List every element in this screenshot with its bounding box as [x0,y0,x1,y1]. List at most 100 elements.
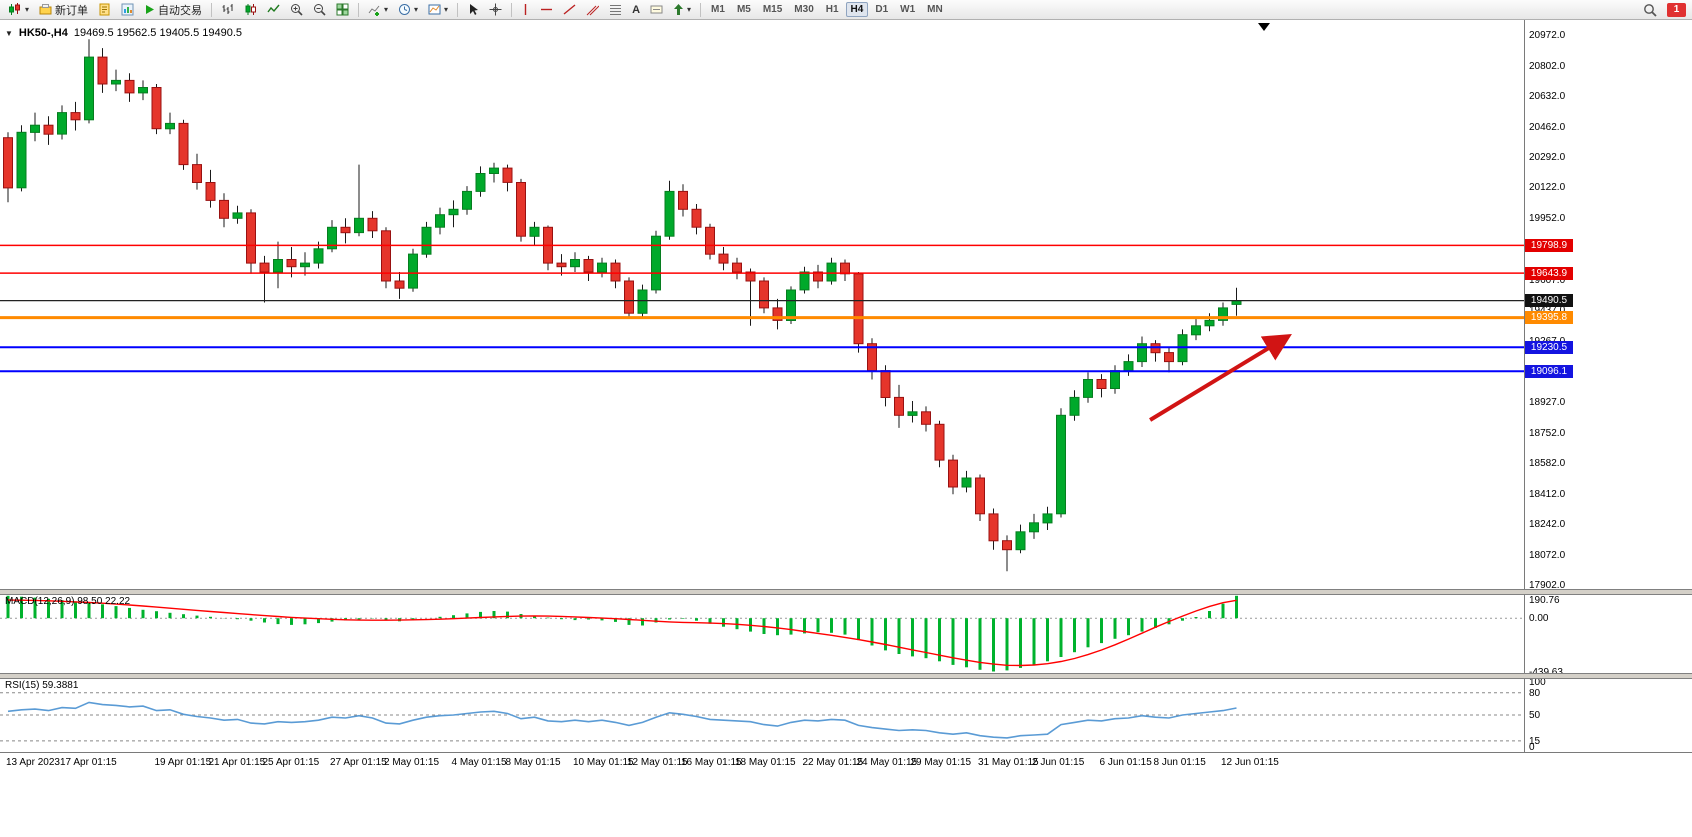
candle-body [705,226,715,255]
candle-body [502,167,513,183]
horizontal-lines[interactable] [0,244,1524,373]
panel-divider[interactable] [0,673,1692,679]
price-axis[interactable]: 20972.0 20802.0 20632.0 20462.0 20292.0 20122… [1524,20,1692,753]
price-axis-label: 20802.0 [1529,60,1566,72]
candle-body [1056,414,1066,515]
time-axis-label: 16 May 01:15 [681,757,742,768]
zoom-in-button[interactable] [286,0,307,19]
cursor-button[interactable] [463,0,483,19]
candle-body [219,199,229,219]
candle-body [1191,325,1201,336]
candle-body [246,212,256,264]
candle-body [813,271,823,282]
bar-chart-icon [222,4,233,14]
vertical-line-button[interactable] [517,0,534,19]
toolbar-separator [457,2,459,17]
candle-body [489,167,499,175]
metaeditor-button[interactable] [94,0,115,19]
candle-body [880,370,891,399]
candle-body [678,190,688,210]
chart-shift-marker[interactable] [1258,23,1270,31]
candle-body [43,124,54,135]
timeframe-mn-button[interactable]: MN [927,4,943,15]
text-label-button[interactable] [646,0,667,19]
line-chart-icon [267,4,280,13]
timeframe-m1-button[interactable]: M1 [711,4,725,15]
templates-button[interactable]: ▾ [424,0,452,19]
toolbar-separator [700,2,702,17]
macd-canvas [0,595,1524,672]
timeframe-h4-button[interactable]: H4 [845,2,869,17]
notification-badge[interactable]: 1 [1667,2,1686,17]
candlestick-chart-button[interactable] [240,0,261,19]
candle-body [1029,522,1039,533]
text-label-icon [650,5,663,14]
time-axis[interactable]: 13 Apr 2023 17 Apr 01:15 19 Apr 01:15 21 Ap… [0,752,1692,837]
chevron-down-icon: ▾ [444,4,449,14]
periodicity-button[interactable]: ▾ [394,0,422,19]
candle-body [799,271,810,291]
new-chart-button[interactable]: ▾ [4,0,33,19]
candle-body [367,217,378,232]
timeframe-m15-button[interactable]: M15 [762,4,783,15]
tile-windows-icon [336,3,349,16]
chart-title: ▼ HK50-,H4 19469.5 19562.5 19405.5 19490… [5,27,242,39]
candle-body [70,112,81,121]
candle-body [300,262,310,268]
text-button[interactable]: A [628,0,644,19]
zoom-out-button[interactable] [309,0,330,19]
strategy-tester-button[interactable] [117,0,138,19]
timeframe-w1-button[interactable]: W1 [900,4,916,15]
search-icon [1644,3,1657,17]
bar-chart-button[interactable] [217,0,238,19]
text-tool-icon: A [632,3,641,16]
price-axis-label: 18752.0 [1529,427,1566,439]
candle-body [718,253,729,264]
candle-body [826,262,837,282]
indicators-button[interactable]: ▾ [364,0,392,19]
candle-body [1015,531,1026,551]
timeframe-h1-button[interactable]: H1 [825,4,839,15]
candle-body [435,214,445,228]
search-button[interactable] [1639,0,1661,19]
trendline-button[interactable] [559,0,580,19]
candle-body [651,235,661,291]
tile-windows-button[interactable] [332,0,353,19]
line-chart-button[interactable] [263,0,284,19]
macd-histogram [6,595,1238,672]
price-chart-panel[interactable]: ▼ HK50-,H4 19469.5 19562.5 19405.5 19490… [0,20,1524,590]
autotrading-button[interactable]: 自动交易 [140,0,206,19]
cursor-icon [470,4,479,15]
price-axis-label: 20972.0 [1529,30,1566,42]
price-axis-label: 20462.0 [1529,121,1566,133]
candlestick-icon [245,4,257,15]
candle-body [583,259,594,273]
chevron-down-icon: ▾ [414,4,419,14]
price-axis-label: 18412.0 [1529,488,1566,500]
panel-divider[interactable] [0,589,1692,595]
timeframe-d1-button[interactable]: D1 [875,4,889,15]
timeframe-m30-button[interactable]: M30 [794,4,814,15]
new-order-button[interactable]: 新订单 [35,0,92,19]
timeframe-m5-button[interactable]: M5 [736,4,751,15]
time-axis-label: 18 May 01:15 [735,757,796,768]
macd-panel[interactable]: MACD(12,26,9) 98.50 22.22 [0,594,1524,674]
fibonacci-button[interactable] [605,0,626,19]
trend-arrow[interactable] [1149,333,1292,422]
zoom-out-icon [314,4,326,16]
rsi-panel[interactable]: RSI(15) 59.3881 [0,678,1524,752]
candle-body [1123,361,1134,372]
collapse-icon[interactable]: ▼ [5,28,13,38]
arrows-button[interactable]: ▾ [669,0,695,19]
candle-body [1110,370,1120,390]
strategy-tester-icon [121,3,134,16]
candle-body [462,190,472,210]
channel-button[interactable] [582,0,603,19]
crosshair-button[interactable] [485,0,506,19]
time-axis-label: 8 May 01:15 [505,757,561,768]
price-axis-label: 19952.0 [1529,212,1566,224]
rsi-canvas [0,692,1524,742]
horizontal-line-button[interactable] [536,0,557,19]
rsi-axis-label: 100 [1529,677,1546,688]
